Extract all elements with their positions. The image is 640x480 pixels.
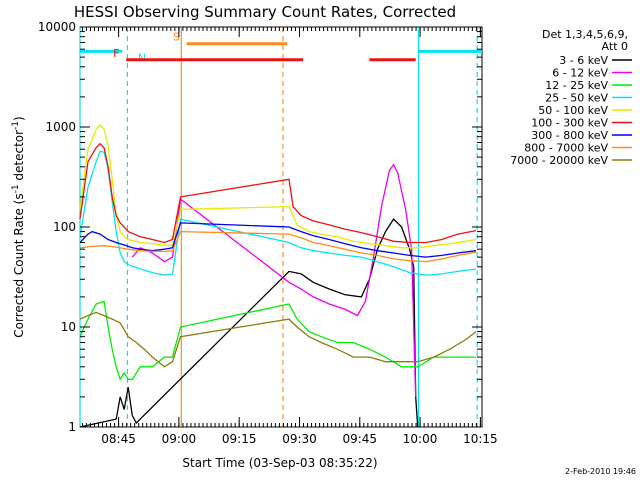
y-axis: 1 10 100 1000 10000: [38, 20, 482, 434]
legend-label-7: 800 - 7000 keV: [524, 142, 608, 155]
x-tick-label-1: 09:00: [162, 432, 197, 446]
legend-label-6: 300 - 800 keV: [531, 129, 608, 142]
x-axis: 08:45 09:00 09:15 09:30 09:45 10:00 10:15: [81, 27, 498, 446]
series-line-2: [79, 300, 476, 381]
x-tick-label-0: 08:45: [101, 432, 136, 446]
series-line-6: [79, 222, 477, 258]
flag-label-N: N: [138, 51, 146, 64]
y-tick-label-3: 1000: [45, 120, 76, 134]
timestamp: 2-Feb-2010 19:46: [565, 467, 636, 476]
x-axis-label: Start Time (03-Sep-03 08:35:22): [182, 456, 377, 470]
series-line-4: [79, 123, 477, 249]
x-tick-label-6: 10:15: [463, 432, 498, 446]
flags-layer: N S F: [80, 31, 482, 64]
legend-label-2: 12 - 25 keV: [545, 79, 608, 92]
x-tick-label-2: 09:15: [222, 432, 257, 446]
series-line-7: [79, 230, 477, 263]
legend-label-8: 7000 - 20000 keV: [510, 154, 608, 167]
series-line-1: [131, 163, 417, 397]
legend-label-5: 100 - 300 keV: [531, 117, 608, 130]
flag-label-F: F: [113, 47, 119, 60]
vlines-layer: [79, 27, 478, 427]
y-tick-label-2: 100: [53, 220, 76, 234]
legend-label-0: 3 - 6 keV: [559, 54, 608, 67]
x-tick-label-4: 09:45: [342, 432, 377, 446]
x-tick-label-5: 10:00: [403, 432, 438, 446]
y-tick-label-0: 1: [68, 420, 76, 434]
legend-label-3: 25 - 50 keV: [545, 92, 608, 105]
legend-label-4: 50 - 100 keV: [538, 104, 608, 117]
series-layer: [79, 123, 477, 428]
y-axis-label: Corrected Count Rate (s-1 detector-1): [11, 116, 26, 337]
legend-label-1: 6 - 12 keV: [552, 67, 608, 80]
x-tick-label-3: 09:30: [282, 432, 317, 446]
series-line-8: [79, 311, 477, 368]
y-tick-label-4: 10000: [38, 20, 76, 34]
legend-title-line-1: Det 1,3,4,5,6,9,: [542, 28, 628, 41]
legend-title-line-2: Att 0: [602, 40, 628, 53]
series-line-0: [79, 218, 419, 428]
y-tick-label-1: 10: [61, 320, 76, 334]
series-line-5: [79, 142, 477, 244]
chart-title: HESSI Observing Summary Count Rates, Cor…: [74, 3, 456, 21]
flag-label-S: S: [173, 31, 180, 44]
